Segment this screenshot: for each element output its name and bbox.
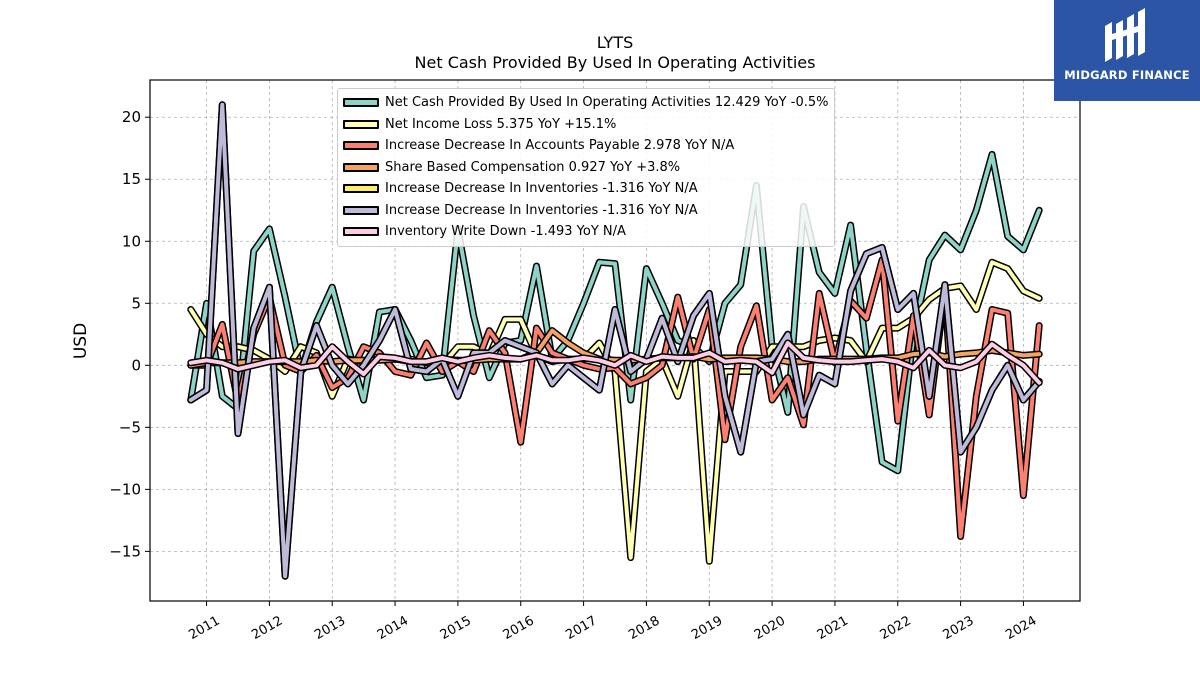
legend-swatch <box>343 205 379 215</box>
y-axis-label: USD <box>71 323 91 359</box>
series-group <box>187 101 1043 580</box>
legend-item: Increase Decrease In Inventories -1.316 … <box>343 200 828 222</box>
y-tick-label: 5 <box>131 294 141 312</box>
y-tick-label: 10 <box>122 232 141 250</box>
brand-logo-text: MIDGARD FINANCE <box>1064 68 1190 82</box>
legend-item: Increase Decrease In Inventories -1.316 … <box>343 178 828 200</box>
series-stroke <box>188 102 1042 579</box>
legend-item: Increase Decrease In Accounts Payable 2.… <box>343 135 828 157</box>
legend-label: Net Cash Provided By Used In Operating A… <box>385 95 829 111</box>
series-6-line <box>187 339 1043 387</box>
y-tick-label: 0 <box>131 356 141 374</box>
x-tick-label: 2014 <box>375 613 411 643</box>
x-tick-label: 2022 <box>878 613 914 643</box>
series-stroke <box>188 341 1042 385</box>
legend-label: Net Income Loss 5.375 YoY +15.1% <box>385 116 617 132</box>
legend-item: Net Income Loss 5.375 YoY +15.1% <box>343 114 828 136</box>
x-tick-label: 2011 <box>186 613 222 643</box>
legend-item: Share Based Compensation 0.927 YoY +3.8% <box>343 157 828 179</box>
chart-title: LYTS <box>597 33 634 52</box>
x-tick-label: 2020 <box>752 613 788 643</box>
legend-swatch <box>343 141 379 151</box>
chart-subtitle: Net Cash Provided By Used In Operating A… <box>415 53 816 72</box>
x-tick-label: 2016 <box>501 613 537 643</box>
legend-swatch <box>343 162 379 172</box>
legend-label: Inventory Write Down -1.493 YoY N/A <box>385 224 626 240</box>
legend-swatch <box>343 227 379 237</box>
x-tick-label: 2024 <box>1003 613 1039 643</box>
series-0-line <box>187 150 1043 475</box>
legend-label: Increase Decrease In Inventories -1.316 … <box>385 181 698 197</box>
x-tick-label: 2018 <box>626 613 662 643</box>
x-tick-label: 2023 <box>940 613 976 643</box>
legend-label: Increase Decrease In Inventories -1.316 … <box>385 202 698 218</box>
y-tick-label: −5 <box>119 418 141 436</box>
x-tick-label: 2012 <box>249 613 285 643</box>
x-tick-label: 2021 <box>815 613 851 643</box>
y-tick-label: −15 <box>109 542 141 560</box>
legend-swatch <box>343 119 379 129</box>
y-axis: 20 15 10 5 0 −5 −10 −15 <box>109 108 150 560</box>
x-tick-label: 2015 <box>438 613 474 643</box>
x-tick-label: 2019 <box>689 613 725 643</box>
y-tick-label: 20 <box>122 108 141 126</box>
legend-item: Net Cash Provided By Used In Operating A… <box>343 92 828 114</box>
x-tick-label: 2017 <box>563 613 599 643</box>
midgard-logo-icon <box>1105 8 1145 62</box>
legend-label: Share Based Compensation 0.927 YoY +3.8% <box>385 159 681 175</box>
x-tick-label: 2013 <box>312 613 348 643</box>
series-stroke <box>188 152 1042 473</box>
brand-logo: MIDGARD FINANCE <box>1054 0 1200 101</box>
y-tick-label: 15 <box>122 170 141 188</box>
chart-legend: Net Cash Provided By Used In Operating A… <box>337 88 836 247</box>
legend-label: Increase Decrease In Accounts Payable 2.… <box>385 138 735 154</box>
legend-swatch <box>343 184 379 194</box>
legend-item: Inventory Write Down -1.493 YoY N/A <box>343 221 828 243</box>
y-tick-label: −10 <box>109 480 141 498</box>
x-axis: 2011 2012 2013 2014 2015 2016 2017 2018 2019 2020… <box>186 601 1039 643</box>
plot-frame <box>149 79 1081 602</box>
legend-swatch <box>343 98 379 108</box>
series-5-line <box>187 101 1043 580</box>
